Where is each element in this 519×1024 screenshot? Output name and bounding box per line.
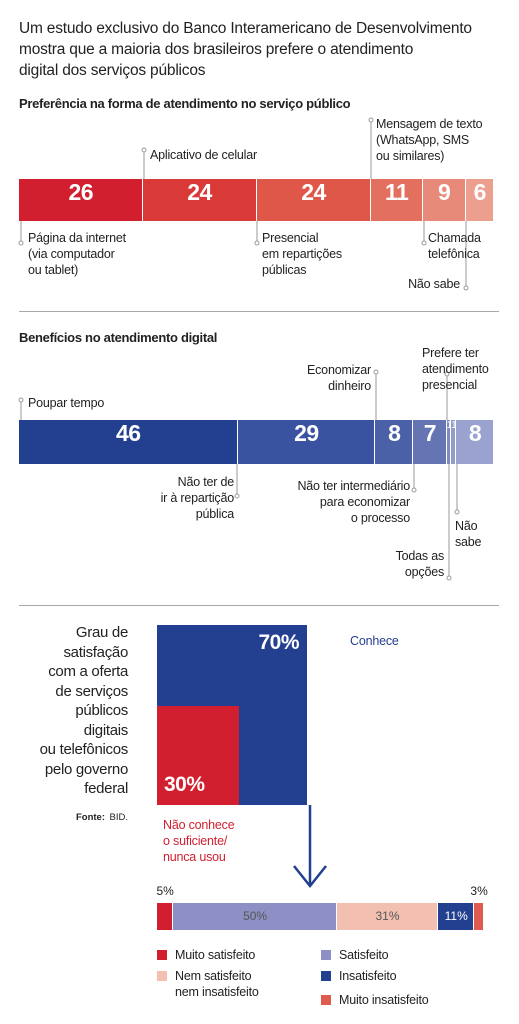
bar-segment bbox=[173, 903, 337, 930]
value-label: 11 bbox=[384, 179, 409, 205]
value-label: 11% bbox=[444, 909, 468, 923]
value-label: 24 bbox=[301, 179, 326, 205]
leader-dot bbox=[141, 147, 147, 153]
annotation: Todas as opções bbox=[395, 549, 445, 579]
bar-segment bbox=[465, 179, 494, 221]
annotation: Não ter de ir à repartição pública bbox=[160, 475, 235, 521]
divider bbox=[19, 311, 499, 312]
value-label: 26 bbox=[68, 179, 94, 205]
bar-segment bbox=[474, 903, 484, 930]
chart-title: Grau de satisfação com a oferta de servi… bbox=[39, 624, 129, 797]
bar-segment bbox=[413, 420, 447, 464]
bar-segment bbox=[336, 903, 439, 930]
annotation: Chamada telefônica bbox=[428, 231, 481, 261]
value-label: 29 bbox=[294, 420, 319, 446]
bar-segment bbox=[157, 903, 174, 930]
value-label: 9 bbox=[437, 179, 451, 205]
leader-dot bbox=[373, 369, 379, 375]
value-label: 6 bbox=[473, 179, 487, 205]
source-label: Fonte: bbox=[75, 812, 105, 823]
legend-swatch bbox=[321, 995, 331, 1005]
leader-dot bbox=[446, 575, 452, 581]
leader-dot bbox=[463, 285, 469, 291]
annotation: Página da internet (via computador ou ta… bbox=[28, 231, 126, 277]
bar-segment bbox=[370, 179, 423, 221]
bar-segment bbox=[19, 420, 238, 464]
bar-segment bbox=[438, 903, 475, 930]
legend-swatch bbox=[157, 950, 167, 960]
leader-dot bbox=[454, 509, 460, 515]
annotation: Não sabe bbox=[455, 519, 482, 549]
source: BID. bbox=[109, 812, 128, 823]
bar-segment bbox=[256, 179, 371, 221]
legend-swatch bbox=[157, 971, 167, 981]
value-label: 7 bbox=[423, 420, 437, 446]
divider bbox=[19, 605, 499, 606]
annotation: Presencial em repartições públicas bbox=[262, 231, 342, 277]
leader-dot bbox=[368, 117, 374, 123]
series-label: Não conhece o suficiente/ nunca usou bbox=[163, 818, 235, 864]
annotation: Economizar dinheiro bbox=[307, 363, 371, 393]
leader-dot bbox=[421, 240, 427, 246]
value-label: 46 bbox=[115, 420, 141, 446]
headline: Um estudo exclusivo do Banco Interameric… bbox=[19, 20, 472, 79]
bar-segment bbox=[446, 420, 452, 464]
bar-segment bbox=[451, 420, 456, 464]
bar-segment bbox=[375, 420, 414, 464]
legend-label: Insatisfeito bbox=[339, 969, 397, 983]
section-title: Benefícios no atendimento digital bbox=[19, 330, 218, 345]
annotation: Prefere ter atendimento presencial bbox=[422, 346, 489, 392]
bar-segment bbox=[456, 420, 494, 464]
bar-segment bbox=[237, 420, 376, 464]
bar-segment bbox=[142, 179, 257, 221]
legend-label: Nem satisfeito nem insatisfeito bbox=[175, 969, 259, 999]
legend-label: Muito insatisfeito bbox=[339, 993, 429, 1007]
annotation: Não sabe bbox=[408, 277, 460, 291]
leader-dot bbox=[411, 487, 417, 493]
value-label: 1 bbox=[451, 420, 457, 431]
value-label: 1 bbox=[446, 420, 453, 431]
leader-dot bbox=[254, 240, 260, 246]
value-label: 24 bbox=[187, 179, 212, 205]
value-label: 3% bbox=[470, 884, 488, 898]
leader-dot bbox=[18, 240, 24, 246]
value-label: 30% bbox=[164, 773, 205, 796]
leader-dot bbox=[234, 493, 240, 499]
series-label: Conhece bbox=[350, 634, 399, 648]
legend-swatch bbox=[321, 971, 331, 981]
value-label: 8 bbox=[468, 420, 482, 446]
annotation: Mensagem de texto (WhatsApp, SMS ou simi… bbox=[376, 117, 483, 163]
annotation: Aplicativo de celular bbox=[150, 148, 257, 162]
legend-label: Muito satisfeito bbox=[175, 948, 256, 962]
value-label: 31% bbox=[375, 909, 400, 923]
annotation: Poupar tempo bbox=[28, 396, 105, 410]
value-label: 5% bbox=[156, 884, 174, 898]
leader-dot bbox=[18, 397, 24, 403]
bar-segment bbox=[422, 179, 466, 221]
section-title: Preferência na forma de atendimento no s… bbox=[19, 96, 351, 111]
annotation: Não ter intermediário para economizar o … bbox=[297, 479, 410, 525]
legend-swatch bbox=[321, 950, 331, 960]
value-label: 70% bbox=[258, 631, 299, 654]
bar-segment bbox=[19, 179, 143, 221]
legend-label: Satisfeito bbox=[339, 948, 389, 962]
square bbox=[157, 706, 240, 805]
value-label: 50% bbox=[243, 909, 268, 923]
value-label: 8 bbox=[388, 420, 401, 446]
